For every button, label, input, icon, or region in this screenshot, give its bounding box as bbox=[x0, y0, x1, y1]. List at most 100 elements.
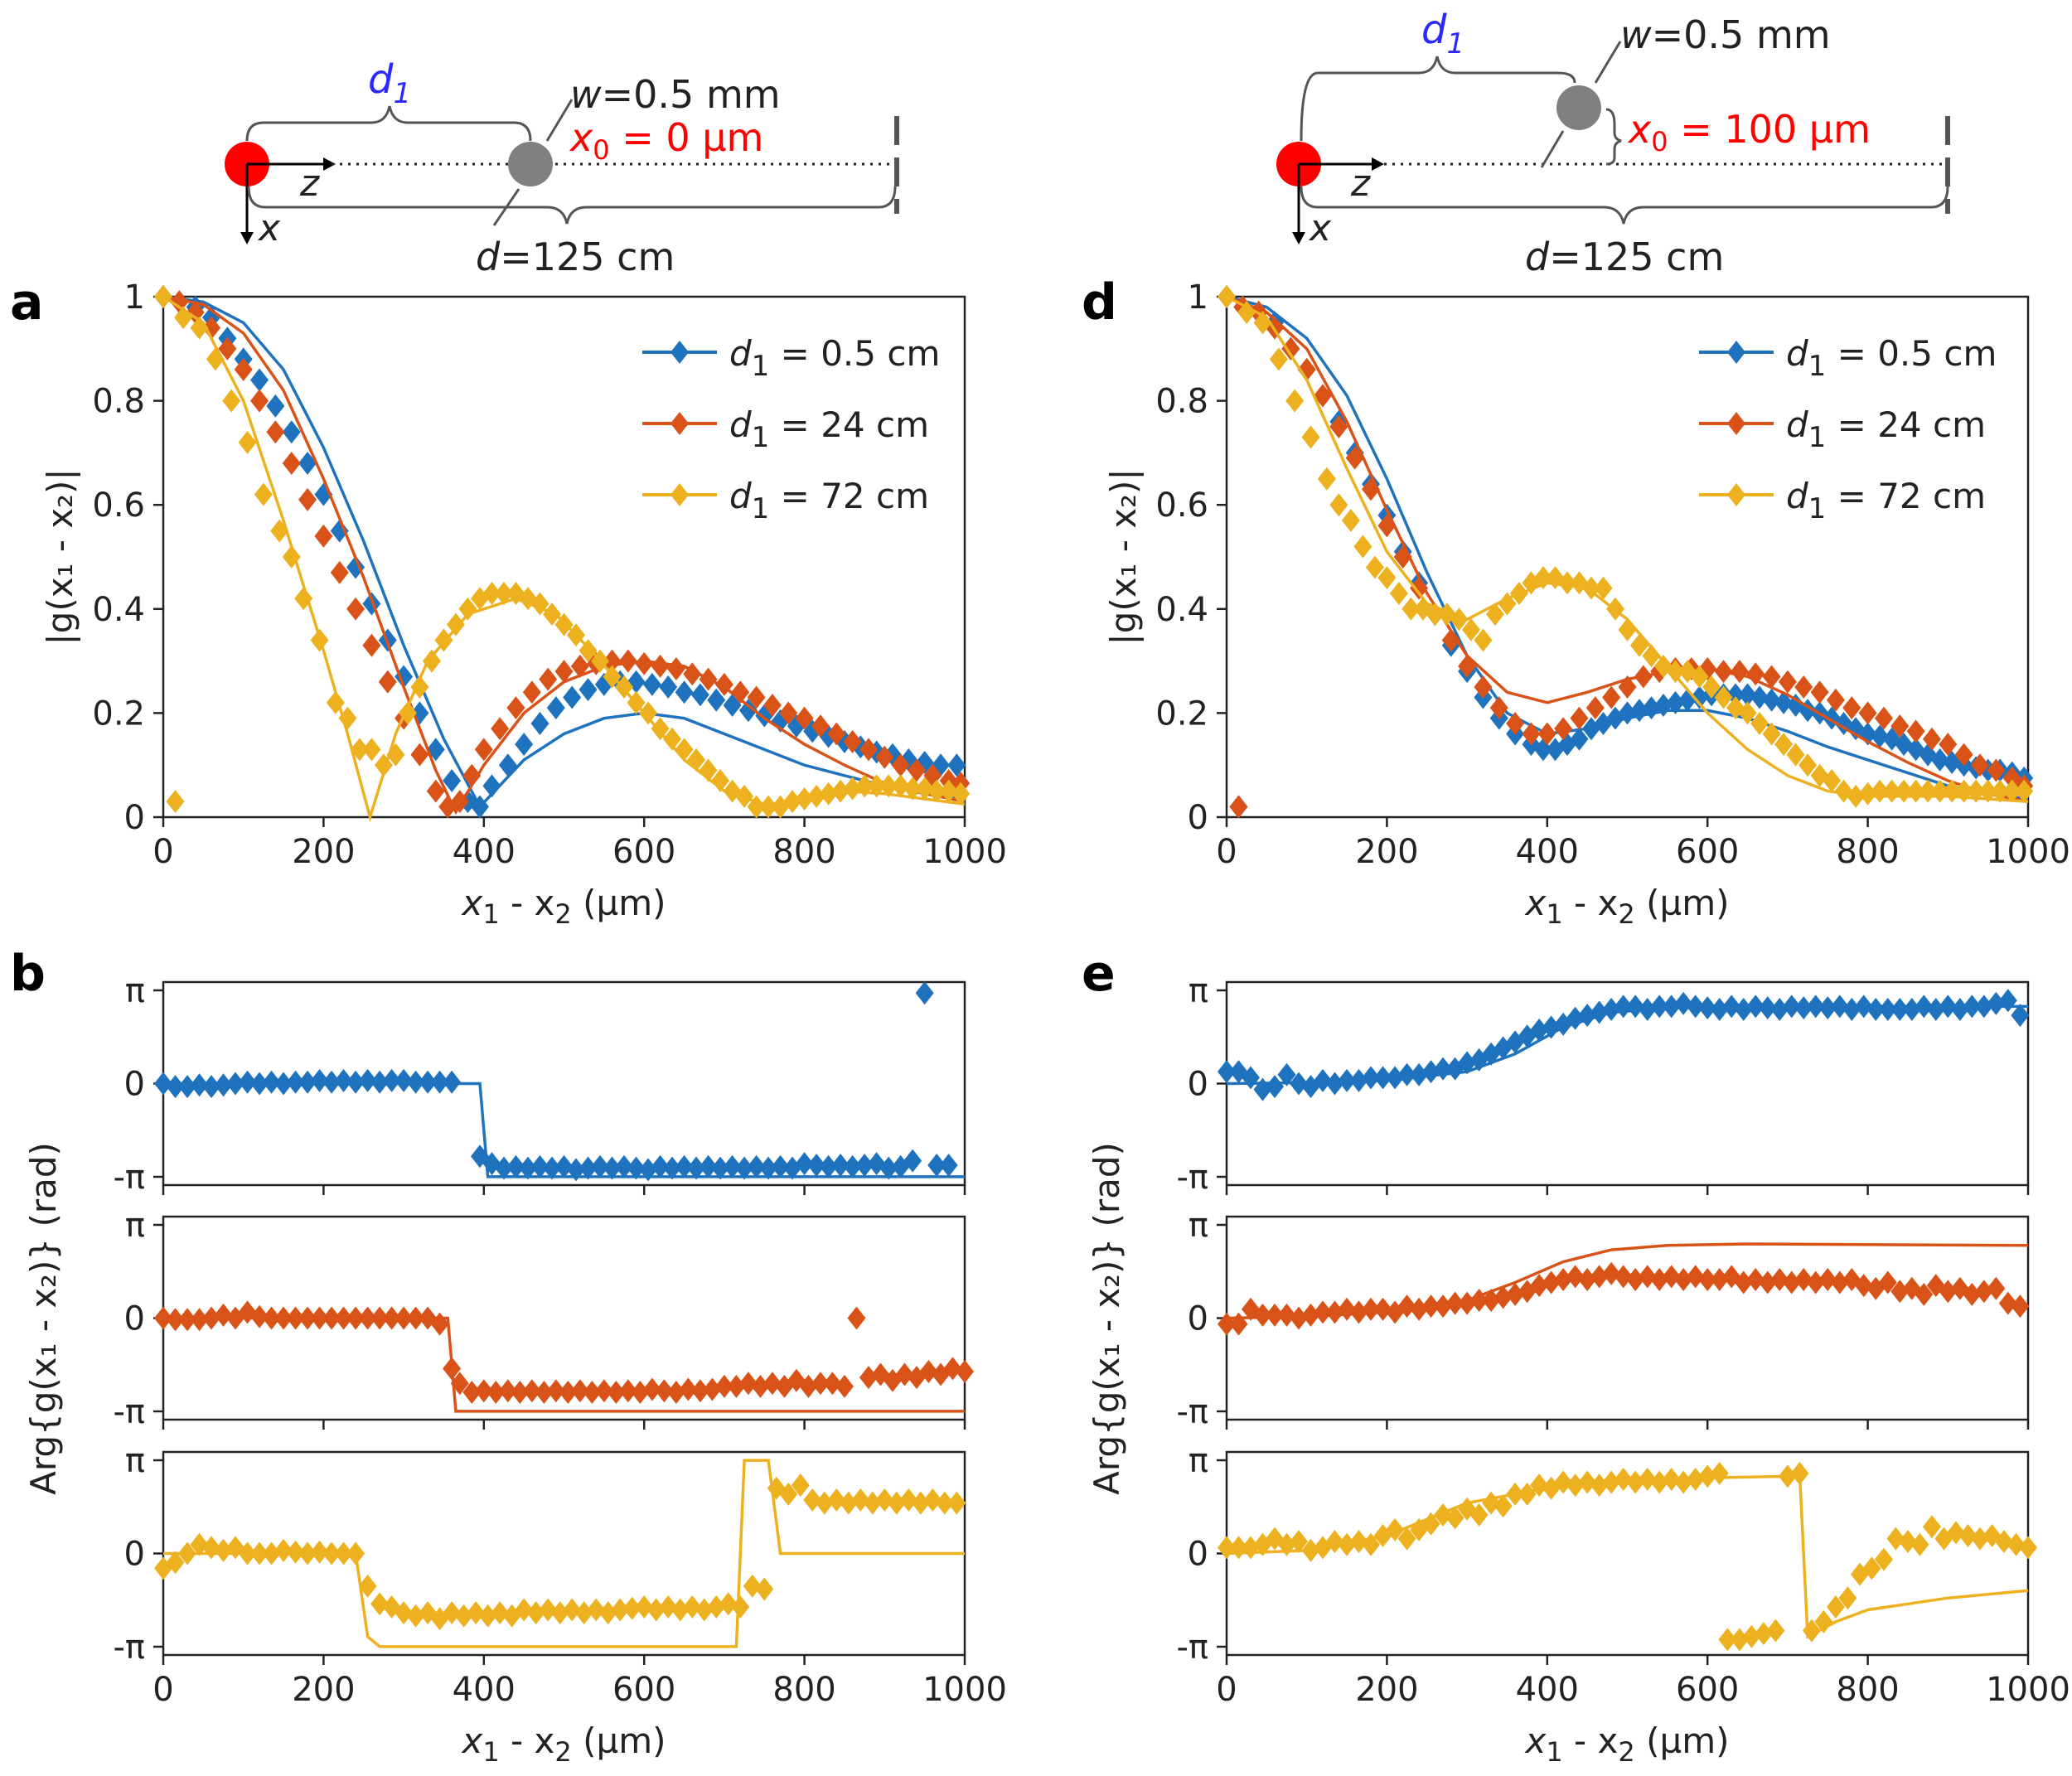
data-point-yellow bbox=[903, 777, 922, 801]
data-point-orange bbox=[799, 1374, 818, 1398]
y-axis-label: Arg{g(x₁ - x₂)} (rad) bbox=[1087, 1142, 1127, 1495]
data-point-blue bbox=[567, 1158, 586, 1182]
data-point-blue bbox=[1325, 1072, 1344, 1096]
data-point-yellow bbox=[1301, 425, 1320, 449]
data-point-yellow bbox=[334, 1541, 353, 1565]
data-point-blue bbox=[1530, 1019, 1549, 1043]
data-point-yellow bbox=[803, 1488, 822, 1512]
y-tick-label: π bbox=[1188, 1442, 1208, 1480]
data-point-blue bbox=[395, 1068, 414, 1092]
data-point-orange bbox=[1493, 1285, 1513, 1309]
x-tick-label: 400 bbox=[1516, 1671, 1579, 1709]
data-point-yellow bbox=[1698, 1464, 1717, 1488]
data-point-blue bbox=[1830, 994, 1849, 1019]
data-point-yellow bbox=[350, 738, 369, 762]
data-point-yellow bbox=[1882, 779, 1901, 803]
data-point-orange bbox=[751, 1374, 770, 1398]
data-point-yellow bbox=[659, 1595, 678, 1619]
data-point-blue bbox=[1842, 997, 1861, 1021]
data-point-blue bbox=[498, 753, 517, 777]
w-pointer bbox=[1594, 41, 1622, 84]
data-point-yellow bbox=[1581, 576, 1600, 600]
data-point-yellow bbox=[1858, 782, 1877, 806]
data-point-yellow bbox=[1978, 779, 1997, 803]
data-point-yellow bbox=[1802, 1619, 1821, 1643]
y-tick-label: 0.8 bbox=[1155, 383, 1208, 421]
data-point-yellow bbox=[915, 777, 934, 801]
data-point-orange bbox=[1794, 1267, 1813, 1291]
data-point-yellow bbox=[695, 1598, 714, 1622]
d1-label: d1 bbox=[368, 56, 411, 110]
data-point-orange bbox=[651, 654, 670, 678]
data-point-yellow bbox=[887, 1491, 906, 1515]
y-tick-label: 0.2 bbox=[1155, 694, 1208, 733]
data-point-orange bbox=[1530, 1274, 1549, 1298]
data-point-yellow bbox=[567, 623, 586, 647]
data-point-orange bbox=[570, 1379, 589, 1403]
data-point-yellow bbox=[1626, 1470, 1645, 1494]
data-point-blue bbox=[1242, 1066, 1261, 1090]
schematic-left: d1 w=0.5 mm x0 = 0 µm z x d=125 cm bbox=[225, 56, 899, 279]
data-point-blue bbox=[1630, 699, 1649, 723]
data-point-yellow bbox=[154, 285, 172, 308]
data-point-yellow bbox=[1762, 722, 1781, 746]
subplot-blue: -π 0 π bbox=[1176, 972, 2030, 1197]
data-point-orange bbox=[334, 1306, 353, 1330]
y-axis-label: |g(x₁ - x₂)| bbox=[40, 469, 80, 646]
data-point-orange bbox=[474, 738, 493, 762]
data-point-orange bbox=[166, 1308, 185, 1332]
data-point-yellow bbox=[759, 795, 778, 819]
data-point-orange bbox=[1482, 1289, 1501, 1313]
data-point-yellow bbox=[1790, 1461, 1809, 1485]
data-point-orange bbox=[1674, 1267, 1693, 1291]
data-point-blue bbox=[346, 1070, 366, 1094]
data-point-orange bbox=[202, 316, 221, 340]
data-point-orange bbox=[1746, 662, 1765, 686]
data-point-yellow bbox=[1814, 1609, 1833, 1633]
data-point-orange bbox=[1314, 1300, 1333, 1324]
data-point-yellow bbox=[386, 743, 405, 767]
x-tick-label: 800 bbox=[1836, 1671, 1899, 1709]
data-point-yellow bbox=[591, 649, 610, 673]
data-point-yellow bbox=[863, 1491, 882, 1515]
data-point-yellow bbox=[1943, 779, 1962, 803]
data-point-orange bbox=[714, 1374, 733, 1398]
data-point-orange bbox=[1987, 758, 2006, 782]
data-point-blue bbox=[627, 1156, 646, 1180]
data-point-orange bbox=[1730, 660, 1749, 684]
plot-frame bbox=[1225, 295, 2030, 819]
data-point-blue bbox=[1746, 994, 1765, 1019]
data-point-orange bbox=[1810, 680, 1829, 704]
data-point-yellow bbox=[1778, 1464, 1797, 1488]
data-point-yellow bbox=[1218, 1536, 1236, 1560]
data-point-yellow bbox=[1674, 1470, 1693, 1494]
data-point-yellow bbox=[1301, 1538, 1320, 1562]
data-point-yellow bbox=[1605, 597, 1624, 621]
data-point-yellow bbox=[2007, 1532, 2026, 1556]
data-point-yellow bbox=[1774, 733, 1794, 757]
data-point-blue bbox=[690, 683, 709, 707]
data-point-orange bbox=[1858, 701, 1877, 725]
data-point-orange bbox=[859, 1366, 878, 1390]
data-point-blue bbox=[747, 1154, 766, 1178]
data-point-yellow bbox=[443, 1601, 462, 1625]
data-point-yellow bbox=[190, 1532, 209, 1556]
data-point-blue bbox=[506, 1154, 525, 1178]
data-point-orange bbox=[506, 696, 525, 720]
data-point-yellow bbox=[530, 592, 549, 616]
data-point-blue bbox=[603, 1156, 622, 1180]
data-point-yellow bbox=[1702, 675, 1721, 699]
data-point-orange bbox=[1638, 1265, 1657, 1289]
data-point-yellow bbox=[951, 782, 971, 806]
data-point-blue bbox=[687, 1156, 706, 1180]
data-point-blue bbox=[1750, 685, 1769, 709]
data-point-yellow bbox=[1377, 566, 1397, 590]
data-point-blue bbox=[1806, 994, 1825, 1019]
data-point-blue bbox=[1902, 997, 1921, 1021]
x-arrowhead bbox=[240, 232, 254, 244]
data-point-yellow bbox=[1946, 1521, 1965, 1545]
data-point-orange bbox=[1818, 1267, 1837, 1291]
